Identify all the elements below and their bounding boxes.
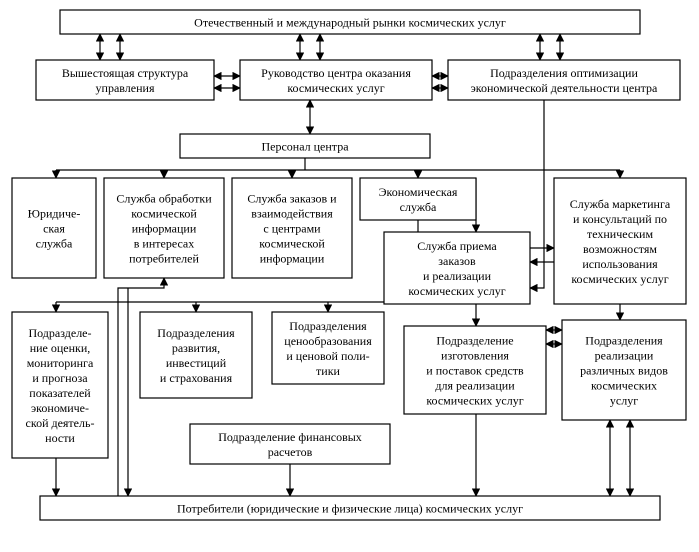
node-realize: Подразделенияреализацииразличных видовко… [562,320,686,420]
node-realize-label: различных видов [580,364,668,378]
node-marketing-label: Служба маркетинга [570,197,671,211]
node-assess-label: ности [45,431,75,445]
node-orders-label: Служба заказов и [247,192,337,206]
node-staff-label: Персонал центра [261,140,349,154]
node-marketing-label: космических услуг [571,272,668,286]
node-staff: Персонал центра [180,134,430,158]
node-develop-label: инвестиций [166,356,227,370]
node-assess-label: ской деятель- [26,416,95,430]
node-realize-label: космических [591,379,657,393]
node-realize-label: реализации [595,349,654,363]
node-proc: Служба обработкикосмическойинформациив и… [104,178,224,278]
node-manuf: Подразделениеизготовленияи поставок сред… [404,326,546,414]
node-orders-label: информации [260,252,325,266]
node-pricing-label: и ценовой поли- [286,349,369,363]
node-econ: Экономическаяслужба [360,178,476,220]
node-legal: Юридиче-скаяслужба [12,178,96,278]
node-optim-label: Подразделения оптимизации [490,66,638,80]
node-marketing-label: использования [582,257,658,271]
node-orderSvc: Служба приемазаказови реализациикосмичес… [384,232,530,304]
node-pricing-label: Подразделения [289,319,367,333]
node-marketing-label: возможностям [583,242,657,256]
node-assess-label: экономиче- [31,401,89,415]
node-proc-label: Служба обработки [116,192,212,206]
node-manuf-label: для реализации [435,379,515,393]
node-pricing-label: тики [316,364,340,378]
node-optim-label: экономической деятельности центра [471,81,658,95]
node-econ-label: Экономическая [379,185,458,199]
node-marketing-label: и консультаций по [573,212,667,226]
node-finance-label: расчетов [268,445,313,459]
node-assess-label: и прогноза [32,371,88,385]
node-proc-label: потребителей [129,252,199,266]
node-realize-label: Подразделения [585,334,663,348]
node-pricing: Подразделенияценообразованияи ценовой по… [272,312,384,384]
node-consumers: Потребители (юридические и физические ли… [40,496,660,520]
node-manuf-label: изготовления [441,349,509,363]
node-realize-label: услуг [610,394,638,408]
node-legal-label: Юридиче- [28,207,81,221]
node-manuf-label: космических услуг [426,394,523,408]
node-consumers-label: Потребители (юридические и физические ли… [177,502,523,516]
nodes-layer: Отечественный и международный рынки косм… [12,10,686,520]
node-finance: Подразделение финансовыхрасчетов [190,424,390,464]
node-manuf-label: Подразделение [436,334,513,348]
node-assess-label: показателей [29,386,91,400]
node-orderSvc-label: заказов [438,254,476,268]
node-legal-label: ская [43,222,65,236]
node-assess-label: мониторинга [27,356,94,370]
node-mgmt-label: космических услуг [287,81,384,95]
node-marketing-label: техническим [587,227,653,241]
node-market: Отечественный и международный рынки косм… [60,10,640,34]
node-marketing: Служба маркетингаи консультаций потехнич… [554,178,686,304]
node-proc-label: в интересах [134,237,195,251]
node-proc-label: космической [131,207,197,221]
node-manuf-label: и поставок средств [426,364,524,378]
node-mgmt-label: Руководство центра оказания [261,66,411,80]
node-develop-label: и страхования [160,371,233,385]
node-pricing-label: ценообразования [284,334,372,348]
node-orders: Служба заказов ивзаимодействияс центрами… [232,178,352,278]
node-upper-label: Вышестоящая структура [62,66,189,80]
node-orderSvc-label: Служба приема [417,239,497,253]
node-optim: Подразделения оптимизацииэкономической д… [448,60,680,100]
node-market-label: Отечественный и международный рынки косм… [194,16,506,30]
node-mgmt: Руководство центра оказаниякосмических у… [240,60,432,100]
node-orders-label: с центрами [263,222,321,236]
node-assess: Подразделе-ние оценки,мониторингаи прогн… [12,312,108,458]
node-econ-label: служба [400,200,437,214]
node-develop-label: развития, [172,341,220,355]
node-orders-label: космической [259,237,325,251]
node-proc-label: информации [132,222,197,236]
node-upper: Вышестоящая структурауправления [36,60,214,100]
node-assess-label: Подразделе- [28,326,91,340]
node-upper-label: управления [96,81,155,95]
node-orderSvc-label: космических услуг [408,284,505,298]
node-orderSvc-label: и реализации [423,269,492,283]
node-assess-label: ние оценки, [30,341,91,355]
node-develop: Подразделенияразвития,инвестицийи страхо… [140,312,252,398]
node-develop-label: Подразделения [157,326,235,340]
node-orders-label: взаимодействия [251,207,333,221]
org-flowchart: Отечественный и международный рынки косм… [0,0,699,552]
node-finance-label: Подразделение финансовых [218,430,362,444]
node-legal-label: служба [36,237,73,251]
edge-21 [530,100,544,288]
